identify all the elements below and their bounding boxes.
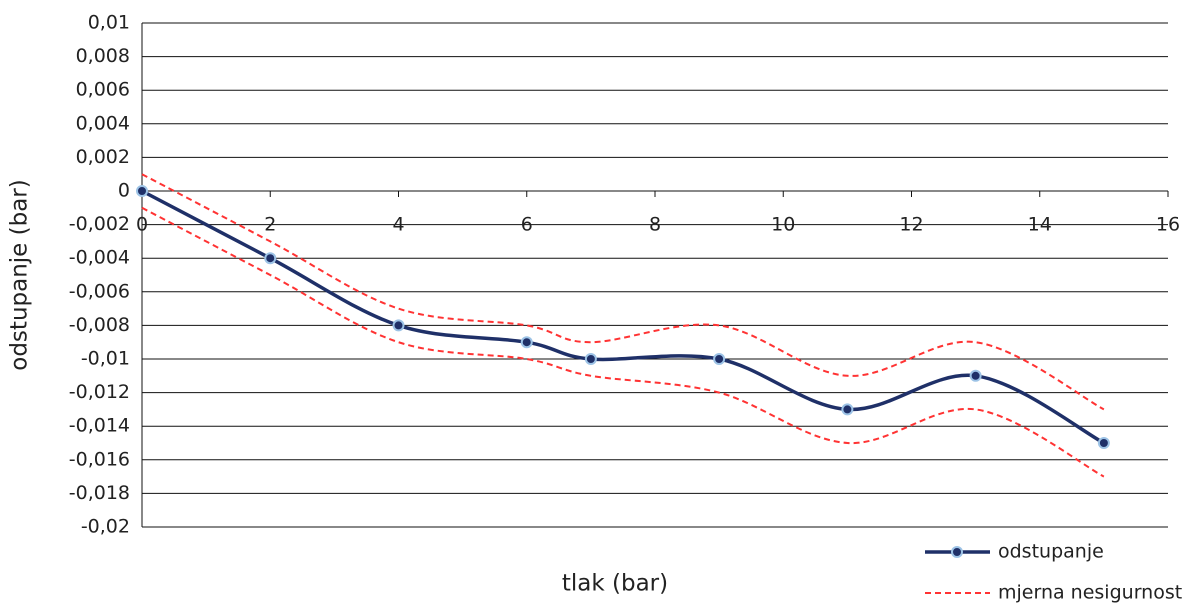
y-tick-label: -0,012 — [69, 381, 130, 403]
y-tick-label: 0 — [118, 180, 130, 202]
legend-label: mjerna nesigurnost — [998, 582, 1182, 604]
y-tick-label: -0,016 — [69, 448, 130, 470]
y-tick-label: 0,01 — [88, 12, 130, 34]
x-tick-label: 4 — [392, 214, 404, 236]
y-tick-label: -0,02 — [81, 516, 130, 538]
y-tick-label: 0,002 — [76, 146, 130, 168]
x-tick-label: 14 — [1028, 214, 1052, 236]
data-point — [136, 185, 148, 197]
x-tick-label: 16 — [1156, 214, 1180, 236]
y-tick-label: -0,01 — [81, 348, 130, 370]
y-tick-label: -0,008 — [69, 314, 130, 336]
y-axis-title: odstupanje (bar) — [7, 179, 33, 370]
data-line — [141, 189, 1105, 445]
data-point — [713, 353, 726, 365]
data-point — [1097, 437, 1110, 449]
x-tick-label: 6 — [521, 214, 533, 236]
data-point — [392, 319, 405, 332]
data-point — [264, 252, 277, 265]
y-tick-label: -0,014 — [69, 415, 130, 437]
data-point — [584, 353, 597, 365]
y-tick-label: 0,004 — [76, 112, 130, 134]
data-point — [841, 403, 854, 416]
y-tick-label: -0,002 — [69, 213, 130, 235]
y-tick-label: -0,004 — [69, 247, 130, 269]
x-tick-label: 10 — [771, 214, 795, 236]
x-tick-label: 12 — [899, 214, 923, 236]
y-tick-label: -0,006 — [69, 280, 130, 302]
data-point — [969, 369, 982, 382]
y-tick-label: 0,008 — [76, 45, 130, 67]
legend-marker — [951, 546, 963, 558]
x-tick-label: 0 — [136, 214, 148, 236]
data-point — [520, 336, 533, 349]
uncertainty-line — [141, 173, 1105, 411]
y-tick-label: 0,006 — [76, 79, 130, 101]
legend-label: odstupanje — [998, 541, 1104, 563]
y-tick-label: -0,018 — [69, 482, 130, 504]
x-axis-title: tlak (bar) — [562, 571, 668, 597]
uncertainty-line — [141, 206, 1105, 478]
x-tick-label: 2 — [264, 214, 276, 236]
x-tick-label: 8 — [649, 214, 661, 236]
